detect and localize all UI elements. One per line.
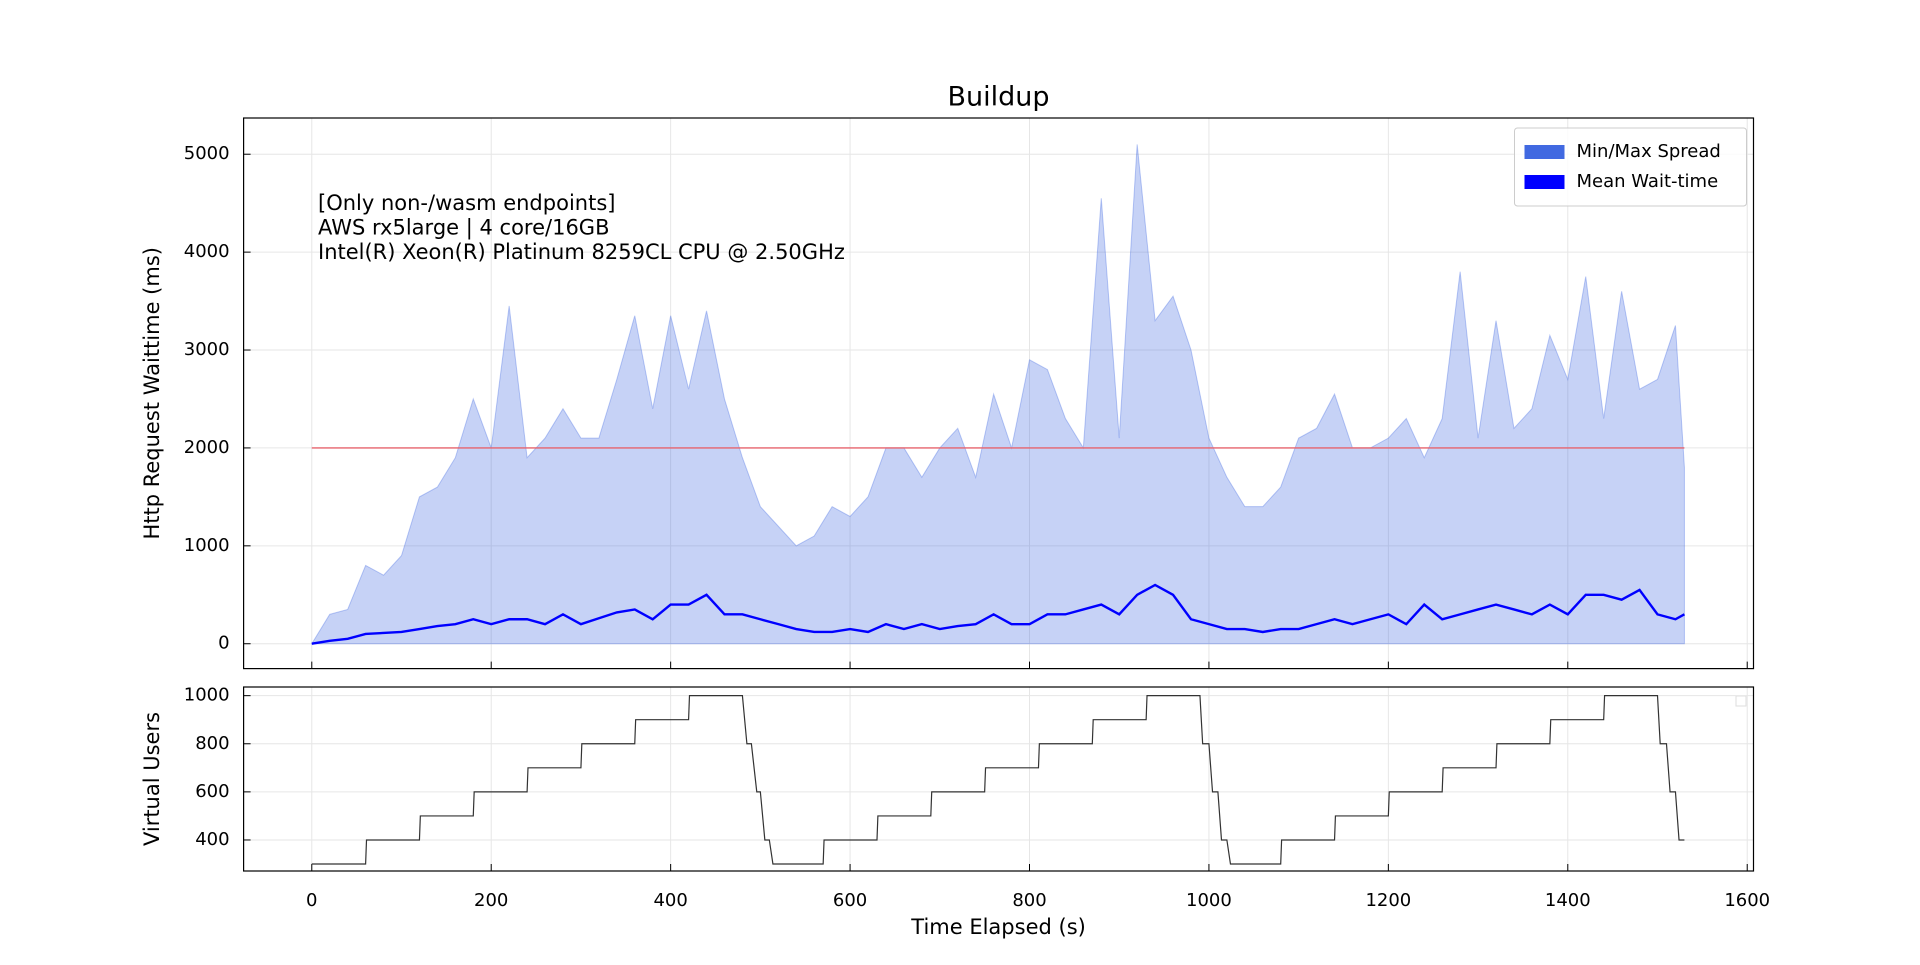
x-tick-label: 0 xyxy=(306,890,317,911)
y-tick-label: 2000 xyxy=(184,437,230,458)
plot-area xyxy=(311,695,1685,865)
y-tick-label: 5000 xyxy=(184,143,230,164)
x-tick-label: 400 xyxy=(653,890,687,911)
axes-frame xyxy=(243,117,1755,670)
spread-area xyxy=(310,144,1685,645)
y-tick-label: 400 xyxy=(195,829,229,850)
x-axis-label: Time Elapsed (s) xyxy=(910,915,1086,939)
annotation: Intel(R) Xeon(R) Platinum 8259CL CPU @ 2… xyxy=(318,240,845,264)
y-tick-label: 4000 xyxy=(184,241,230,262)
legend-swatch xyxy=(1524,145,1565,159)
y-tick-label: 1000 xyxy=(184,535,230,556)
legend-box xyxy=(1514,127,1747,207)
series-line xyxy=(311,583,1685,645)
y-tick-label: 3000 xyxy=(184,339,230,360)
x-tick-label: 800 xyxy=(1012,890,1046,911)
y-axis-label: Http Request Waittime (ms) xyxy=(140,247,164,540)
y-tick-label: 1000 xyxy=(184,685,230,706)
plot-area xyxy=(310,144,1685,645)
legend-swatch xyxy=(1524,175,1565,189)
legend-label: Min/Max Spread xyxy=(1577,141,1721,162)
x-tick-label: 600 xyxy=(833,890,867,911)
axes-frame xyxy=(243,686,1755,872)
chart-title: Buildup xyxy=(948,82,1050,113)
x-tick-label: 200 xyxy=(474,890,508,911)
x-tick-label: 1000 xyxy=(1186,890,1232,911)
y-tick-label: 0 xyxy=(218,633,229,654)
x-tick-label: 1600 xyxy=(1724,890,1770,911)
x-tick-label: 1200 xyxy=(1365,890,1411,911)
annotation: [Only non-/wasm endpoints] xyxy=(318,191,615,215)
y-tick-label: 800 xyxy=(195,733,229,754)
x-tick-label: 1400 xyxy=(1545,890,1591,911)
y-axis-label: Virtual Users xyxy=(140,712,164,846)
annotation: AWS rx5large | 4 core/16GB xyxy=(318,216,610,241)
y-tick-label: 600 xyxy=(195,781,229,802)
legend-label: Mean Wait-time xyxy=(1577,171,1719,192)
empty-legend xyxy=(1735,695,1747,707)
series-line xyxy=(311,695,1685,865)
